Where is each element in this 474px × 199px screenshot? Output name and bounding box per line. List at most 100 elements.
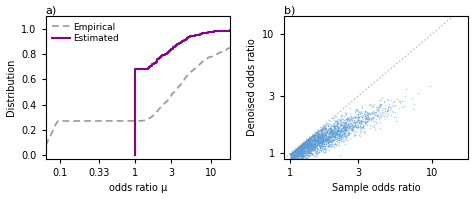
Point [333,132,340,135]
Point [329,117,337,120]
Point [301,141,309,144]
Point [344,126,352,129]
Point [314,135,322,138]
Point [348,127,356,130]
Point [302,154,310,157]
Point [345,131,353,135]
Point [304,144,312,147]
Point [294,156,302,159]
Point [323,130,331,133]
Point [325,137,333,140]
Point [302,139,310,142]
Point [334,129,342,132]
Point [355,116,363,119]
Point [308,135,315,138]
Point [342,123,350,126]
Point [298,149,305,153]
Point [344,119,351,122]
Point [308,151,315,155]
Point [311,139,319,142]
Point [304,138,311,141]
Point [292,148,300,151]
Point [295,146,303,149]
Point [329,131,337,134]
Point [291,149,299,152]
Point [328,128,336,131]
Point [344,139,352,142]
Point [316,140,323,143]
Point [323,138,331,141]
Point [310,146,317,149]
Point [342,120,349,123]
Point [322,140,329,143]
Point [302,145,310,148]
Point [290,150,298,153]
Point [310,139,318,143]
Point [287,152,295,155]
Point [314,133,322,136]
Point [312,139,320,142]
Point [318,134,326,137]
Point [336,119,344,122]
Point [330,123,338,126]
Point [347,120,355,123]
Point [316,145,324,148]
Point [317,141,325,144]
Point [288,152,295,155]
Point [303,140,310,143]
Point [393,97,401,100]
Point [307,140,314,144]
Point [318,137,325,140]
Point [334,134,342,138]
Point [297,149,305,152]
Point [313,139,321,142]
Point [376,99,384,102]
Point [293,147,301,150]
Point [298,152,305,155]
Point [297,144,305,147]
Point [357,119,365,122]
Point [320,146,328,150]
Point [319,140,326,143]
Point [288,151,296,154]
Point [319,126,326,129]
Point [332,136,339,139]
Point [293,147,301,150]
Point [308,148,316,151]
Point [357,110,365,113]
Point [367,103,375,106]
Point [295,150,302,153]
Point [340,123,348,126]
Point [298,157,306,160]
Point [299,151,306,154]
Point [326,140,333,143]
Point [332,125,339,128]
Point [290,157,298,160]
Point [315,139,323,143]
Point [304,149,311,152]
Point [307,143,314,146]
Point [318,126,326,129]
Point [325,124,332,127]
Point [313,131,321,134]
Point [289,152,297,155]
Point [309,134,316,138]
Point [345,127,352,130]
Point [315,140,323,144]
Point [297,144,304,148]
Point [311,154,319,157]
Point [334,120,342,123]
Point [298,156,305,159]
Point [295,146,302,149]
Point [294,146,301,150]
Point [362,110,369,113]
Point [304,142,312,145]
Point [333,125,341,128]
Point [298,154,305,158]
Point [292,148,300,151]
Point [327,135,334,138]
Point [306,152,313,155]
Point [349,124,356,127]
Point [392,110,399,114]
Point [365,115,372,118]
